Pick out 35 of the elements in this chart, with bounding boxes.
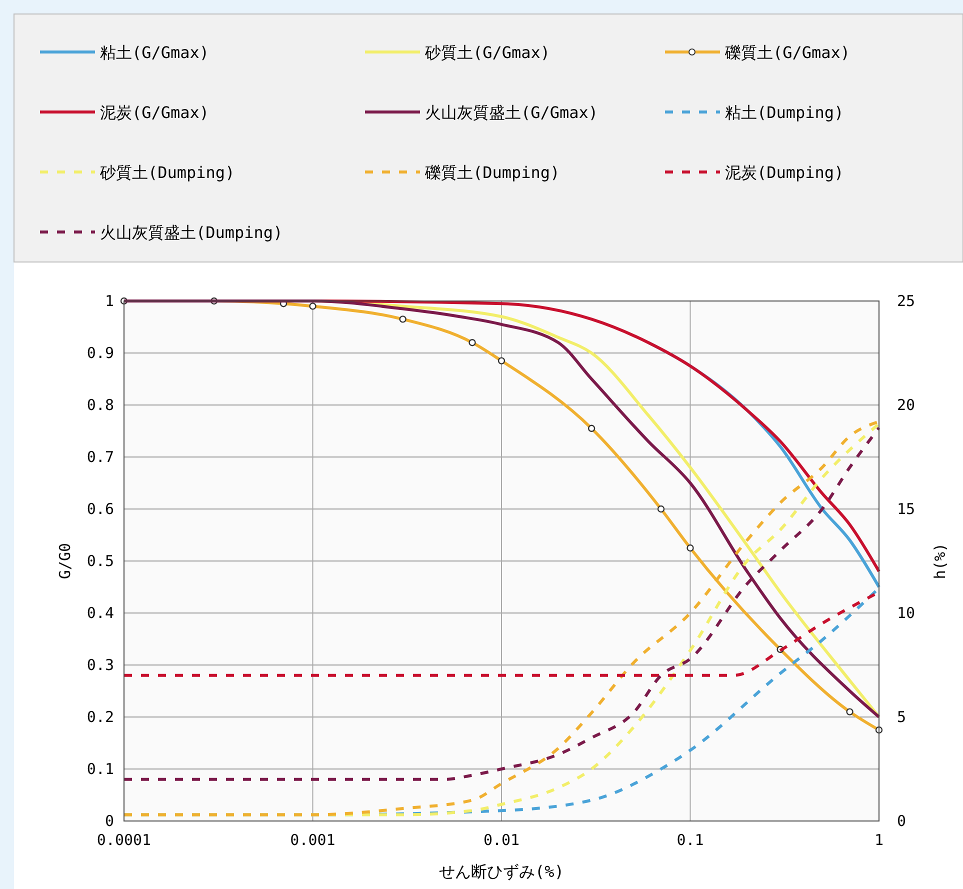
legend-label: 泥炭(G/Gmax) bbox=[100, 103, 210, 122]
y-tick-label: 0.1 bbox=[86, 760, 114, 778]
y2-tick-label: 10 bbox=[897, 604, 916, 622]
y-tick-label: 0.3 bbox=[86, 656, 114, 674]
y2-tick-label: 5 bbox=[897, 708, 906, 726]
y-tick-label: 0.5 bbox=[86, 552, 114, 570]
y2-tick-label: 25 bbox=[897, 292, 916, 310]
x-tick-label: 0.01 bbox=[483, 831, 520, 849]
x-tick-label: 0.1 bbox=[676, 831, 704, 849]
y2-axis-title: h(%) bbox=[931, 542, 949, 580]
y-tick-label: 0 bbox=[104, 812, 114, 830]
y-tick-label: 0.8 bbox=[86, 396, 114, 414]
y-tick-label: 0.6 bbox=[86, 500, 114, 518]
legend-label: 火山灰質盛土(Dumping) bbox=[100, 223, 283, 242]
x-axis-title: せん断ひずみ(%) bbox=[439, 862, 564, 881]
y-tick-label: 0.4 bbox=[86, 604, 114, 622]
legend-label: 火山灰質盛土(G/Gmax) bbox=[425, 103, 598, 122]
legend-label: 粘土(Dumping) bbox=[725, 103, 844, 122]
y2-tick-label: 20 bbox=[897, 396, 916, 414]
legend-label: 礫質土(G/Gmax) bbox=[724, 43, 850, 62]
x-tick-label: 0.0001 bbox=[96, 831, 152, 849]
y2-tick-label: 0 bbox=[897, 812, 906, 830]
x-tick-label: 1 bbox=[874, 831, 884, 849]
legend-label: 粘土(G/Gmax) bbox=[100, 43, 210, 62]
y-tick-label: 0.2 bbox=[86, 708, 114, 726]
y-tick-label: 0.7 bbox=[86, 448, 114, 466]
legend-label: 礫質土(Dumping) bbox=[424, 163, 560, 182]
legend-label: 砂質土(G/Gmax) bbox=[424, 43, 550, 62]
y-tick-label: 1 bbox=[104, 292, 114, 310]
legend-label: 泥炭(Dumping) bbox=[725, 163, 844, 182]
y2-tick-label: 15 bbox=[897, 500, 916, 518]
y-tick-label: 0.9 bbox=[86, 344, 114, 362]
legend-label: 砂質土(Dumping) bbox=[99, 163, 235, 182]
x-tick-label: 0.001 bbox=[290, 831, 336, 849]
y-axis-title: G/G0 bbox=[56, 542, 74, 580]
